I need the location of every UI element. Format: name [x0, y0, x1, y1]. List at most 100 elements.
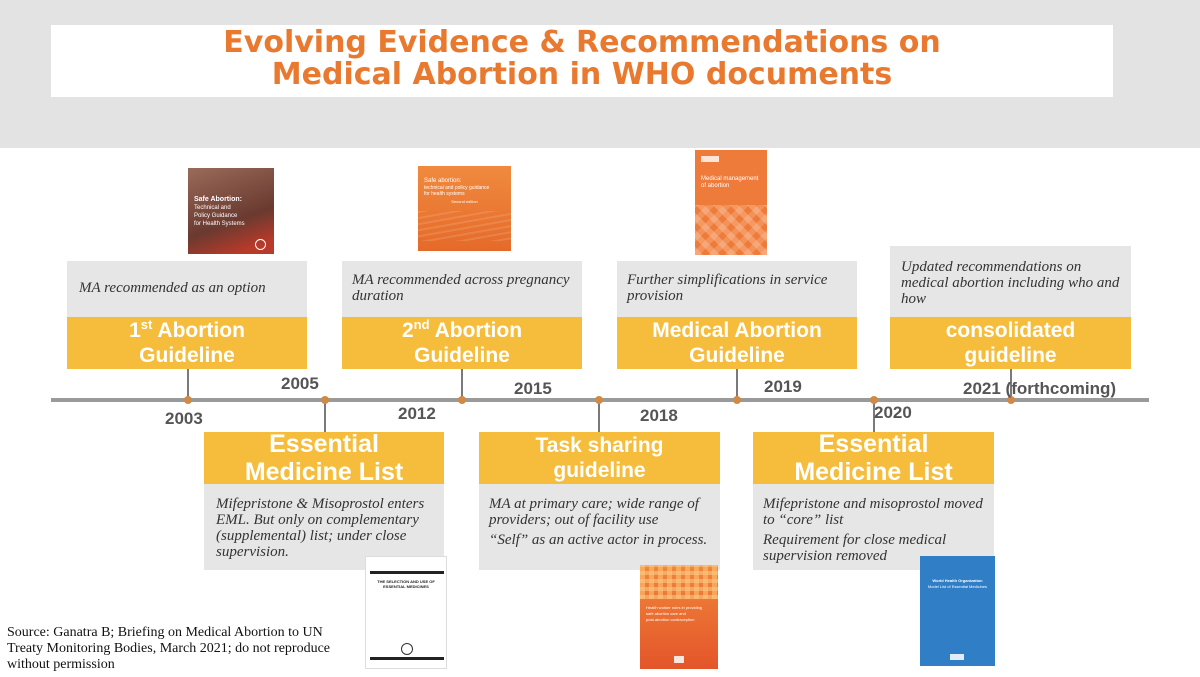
ordinal-number: 1 — [129, 319, 141, 342]
year-2018: 2018 — [640, 406, 678, 425]
milestone-2005-title-line-2: Medicine List — [244, 458, 404, 486]
tick-2012 — [461, 369, 463, 400]
milestone-2003-title-line-1: 1st Abortion — [129, 318, 245, 343]
who-logo-icon — [674, 656, 684, 663]
tick-2005 — [324, 400, 326, 432]
cover-2005-essential-medicines: THE SELECTION AND USE OF ESSENTIAL MEDIC… — [365, 556, 447, 669]
milestone-2021-title-line-2: guideline — [964, 344, 1057, 367]
cover-2015-task-sharing: Health worker roles in providing safe ab… — [640, 565, 718, 669]
cover-2018-medical-management: Medical management of abortion — [695, 150, 767, 255]
cover-2018-text-2: of abortion — [701, 183, 730, 189]
dot-2021 — [1007, 396, 1015, 404]
cover-2003-text-4: for Health Systems — [194, 221, 245, 227]
milestone-2012-title-line-1: 2nd Abortion — [402, 318, 522, 343]
tick-2015 — [598, 400, 600, 432]
note-2019-text: Further simplifications in service provi… — [627, 272, 828, 304]
dot-2012 — [458, 396, 466, 404]
cover-2012-text-3: for health systems — [424, 191, 465, 197]
milestone-2021-box: consolidated guideline — [890, 317, 1131, 369]
title-rest: Abortion — [429, 319, 523, 342]
cover-2012-safe-abortion: Safe abortion: technical and policy guid… — [418, 166, 511, 251]
title-line-2: Medical Abortion in WHO documents — [271, 57, 893, 92]
source-note: Source: Ganatra B; Briefing on Medical A… — [7, 625, 330, 672]
cover-2020-text-1: World Health Organization — [932, 578, 983, 583]
milestone-2015-box: Task sharing guideline — [479, 432, 720, 484]
note-2021: Updated recommendations on medical abort… — [890, 246, 1131, 317]
wave-pattern-icon — [418, 211, 511, 241]
cover-2003-safe-abortion: Safe Abortion: Technical and Policy Guid… — [188, 168, 274, 254]
dot-2020 — [870, 396, 878, 404]
cover-2003-text-3: Policy Guidance — [194, 213, 238, 219]
milestone-2020-title-line-2: Medicine List — [794, 458, 953, 486]
cover-2015-text-1: Health worker roles in providing — [646, 605, 703, 610]
dot-2005 — [321, 396, 329, 404]
cover-2003-text-1: Safe Abortion: — [194, 196, 242, 203]
year-2020: 2020 — [874, 403, 912, 422]
cover-2020-text-2: Model List of Essential Medicines — [927, 584, 988, 589]
milestone-2019-title-line-1: Medical Abortion — [652, 319, 822, 342]
year-2021: 2021 (forthcoming) — [963, 379, 1117, 398]
title-rest: Abortion — [152, 319, 245, 342]
tile-pattern-icon — [640, 565, 718, 599]
note-2012-text: MA recommended across pregnancy duration — [352, 272, 570, 304]
who-logo-icon — [950, 654, 964, 660]
note-2019: Further simplifications in service provi… — [617, 261, 857, 317]
milestone-2020-box: Essential Medicine List — [753, 430, 994, 486]
ordinal-number: 2 — [401, 319, 414, 342]
note-2015-text-1: MA at primary care; wide range of provid… — [489, 496, 699, 528]
milestone-2020-title-line-1: Essential — [818, 430, 929, 458]
milestone-2005-box: Essential Medicine List — [204, 430, 444, 486]
note-2005: Mifepristone & Misoprostol enters EML. B… — [204, 484, 444, 570]
tick-2021 — [1010, 369, 1012, 400]
milestone-2005-title-line-1: Essential — [269, 430, 379, 458]
cover-2005-text-2: ESSENTIAL MEDICINES — [383, 584, 429, 589]
dot-2015 — [595, 396, 603, 404]
footer-bar-icon — [370, 657, 444, 660]
note-2015: MA at primary care; wide range of provid… — [479, 484, 720, 570]
cover-2020-model-list: World Health Organization Model List of … — [920, 556, 995, 666]
milestone-2021-title-line-1: consolidated — [945, 319, 1076, 342]
milestone-2003-box: 1st Abortion Guideline — [67, 317, 307, 369]
milestone-2019-title-line-2: Guideline — [689, 344, 785, 367]
milestone-2015-title-line-1: Task sharing — [535, 434, 664, 457]
milestone-2012-box: 2nd Abortion Guideline — [342, 317, 582, 369]
year-2012: 2012 — [398, 404, 436, 423]
cover-2012-text-4: Second edition — [451, 199, 478, 204]
year-2003: 2003 — [165, 409, 203, 428]
ordinal-suffix: nd — [413, 317, 430, 332]
note-2020-text-2: Requirement for close medical supervisio… — [763, 532, 947, 564]
geometric-pattern-icon — [695, 205, 767, 255]
milestone-2015-title-line-2: guideline — [553, 459, 646, 482]
year-2005: 2005 — [281, 374, 319, 393]
who-logo-icon — [701, 156, 719, 162]
cover-2018-text-1: Medical management — [701, 176, 759, 182]
cover-2012-text-1: Safe abortion: — [424, 178, 462, 184]
note-2020-text-1: Mifepristone and misoprostol moved to “c… — [763, 496, 983, 528]
note-2005-text: Mifepristone & Misoprostol enters EML. B… — [216, 496, 425, 560]
note-2003-text: MA recommended as an option — [79, 280, 266, 296]
dot-2003 — [184, 396, 192, 404]
note-2003: MA recommended as an option — [67, 261, 307, 317]
tick-2003 — [187, 369, 189, 400]
milestone-2019-box: Medical Abortion Guideline — [617, 317, 857, 369]
milestone-2003-title-line-2: Guideline — [139, 344, 235, 367]
milestone-2012-title-line-2: Guideline — [414, 344, 510, 367]
header-bar-icon — [370, 571, 444, 574]
who-logo-icon — [255, 239, 266, 250]
title-line-1: Evolving Evidence & Recommendations on — [223, 25, 941, 60]
tick-2019 — [736, 369, 738, 400]
note-2012: MA recommended across pregnancy duration — [342, 261, 582, 317]
note-2021-text: Updated recommendations on medical abort… — [901, 259, 1120, 307]
dot-2019 — [733, 396, 741, 404]
who-logo-icon — [401, 643, 413, 655]
cover-2012-text-2: technical and policy guidance — [424, 185, 490, 191]
cover-2003-text-2: Technical and — [194, 205, 231, 211]
cover-2015-text-3: post-abortion contraception — [646, 617, 695, 622]
title-box: Evolving Evidence & Recommendations on M… — [51, 25, 1113, 97]
year-2015: 2015 — [514, 379, 552, 398]
cover-2005-text-1: THE SELECTION AND USE OF — [377, 579, 435, 584]
page-title: Evolving Evidence & Recommendations on M… — [51, 27, 1113, 91]
year-2019: 2019 — [764, 377, 802, 396]
ordinal-suffix: st — [140, 317, 153, 332]
note-2015-text-2: “Self” as an active actor in process. — [489, 532, 708, 548]
